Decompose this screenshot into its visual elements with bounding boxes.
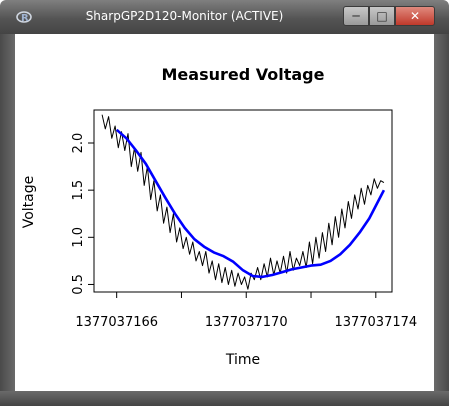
svg-text:R: R (21, 13, 29, 24)
minimize-icon: ─ (352, 9, 360, 23)
y-tick-label: 0.5 (71, 274, 86, 295)
r-logo-icon[interactable]: R (16, 9, 32, 25)
y-tick-label: 1.5 (71, 180, 86, 201)
chart-title: Measured Voltage (162, 65, 325, 84)
y-axis-label: Voltage (21, 176, 37, 229)
plot-area: Measured Voltage 1377037166 1377037170 137… (15, 34, 434, 391)
maximize-icon: □ (376, 9, 388, 23)
series-line-1 (101, 114, 385, 290)
window-frame-right[interactable] (434, 34, 449, 406)
x-tick-label: 1377037170 (205, 315, 288, 330)
series-line-2 (115, 128, 386, 279)
voltage-chart: Measured Voltage 1377037166 1377037170 137… (21, 65, 417, 368)
window-frame-bottom[interactable] (0, 391, 449, 406)
title-bar[interactable]: R SharpGP2D120-Monitor (ACTIVE) ─ □ ✕ (0, 0, 449, 34)
maximize-button[interactable]: □ (369, 6, 395, 26)
plot-box (93, 109, 393, 293)
close-icon: ✕ (409, 9, 421, 23)
minimize-button[interactable]: ─ (343, 6, 369, 26)
x-tick-label: 1377037174 (334, 315, 417, 330)
window-frame-left[interactable] (0, 34, 15, 406)
close-button[interactable]: ✕ (395, 6, 435, 26)
x-tick-label: 1377037166 (75, 315, 158, 330)
window-title: SharpGP2D120-Monitor (ACTIVE) (85, 9, 284, 23)
x-axis-label: Time (225, 352, 260, 368)
y-tick-label: 2.0 (71, 133, 86, 154)
y-tick-label: 1.0 (71, 227, 86, 248)
